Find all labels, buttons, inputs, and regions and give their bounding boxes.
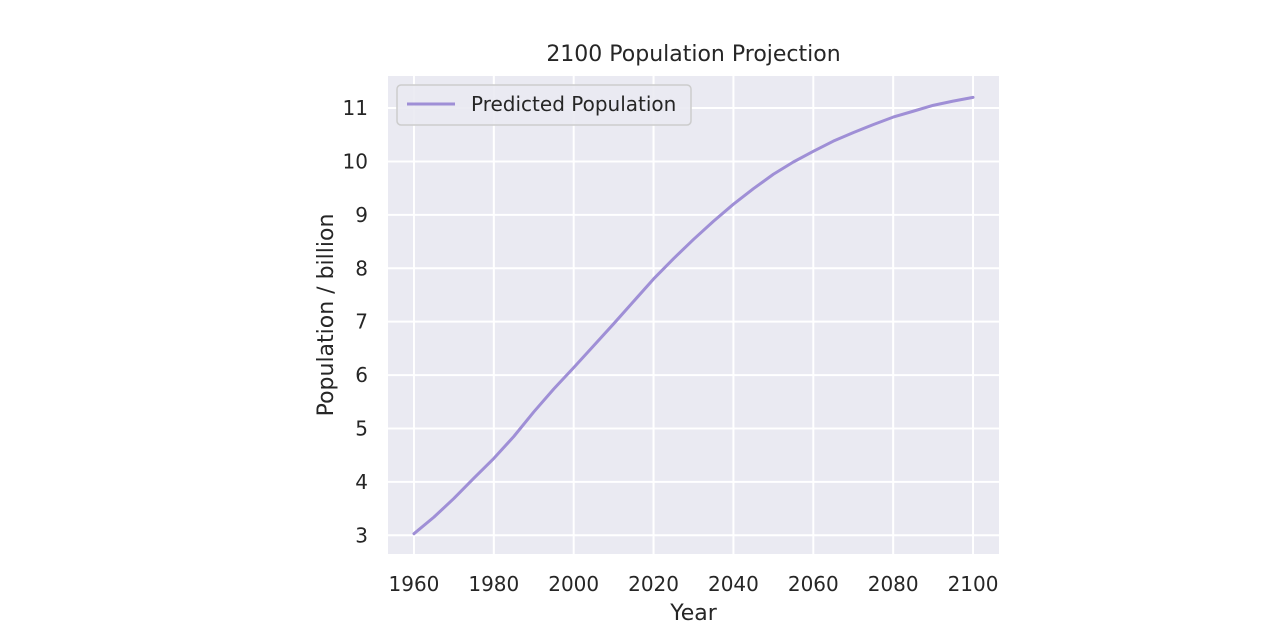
x-tick-label: 2020	[628, 572, 679, 596]
series-layer	[412, 95, 975, 536]
legend-box	[396, 84, 692, 126]
x-tick-labels: 1960 1980 2000 2020 2040 2060 2080 2100	[389, 572, 999, 596]
grid-lines	[388, 76, 999, 554]
x-tick-label: 2100	[948, 572, 999, 596]
y-tick-label: 9	[355, 203, 368, 227]
y-axis-title: Population / billion	[314, 214, 339, 417]
plot-area	[388, 76, 999, 554]
legend-label: Predicted Population	[471, 92, 676, 116]
x-tick-label: 1960	[389, 572, 440, 596]
y-tick-label: 5	[355, 416, 368, 440]
y-tick-label: 7	[355, 310, 368, 334]
chart-title: 2100 Population Projection	[546, 42, 840, 67]
x-tick-label: 2000	[548, 572, 599, 596]
y-tick-label: 3	[355, 523, 368, 547]
y-tick-label: 11	[343, 96, 368, 120]
x-axis-title: Year	[669, 601, 718, 624]
y-tick-label: 10	[343, 149, 368, 173]
y-tick-labels: 3 4 5 6 7 8 9 10 11	[343, 96, 368, 547]
y-tick-label: 8	[355, 256, 368, 280]
series-line	[412, 95, 975, 536]
x-tick-label: 1980	[468, 572, 519, 596]
x-tick-label: 2060	[788, 572, 839, 596]
y-tick-label: 4	[355, 470, 368, 494]
x-tick-label: 2080	[868, 572, 919, 596]
y-tick-label: 6	[355, 363, 368, 387]
legend: Predicted Population	[396, 84, 692, 126]
x-tick-label: 2040	[708, 572, 759, 596]
